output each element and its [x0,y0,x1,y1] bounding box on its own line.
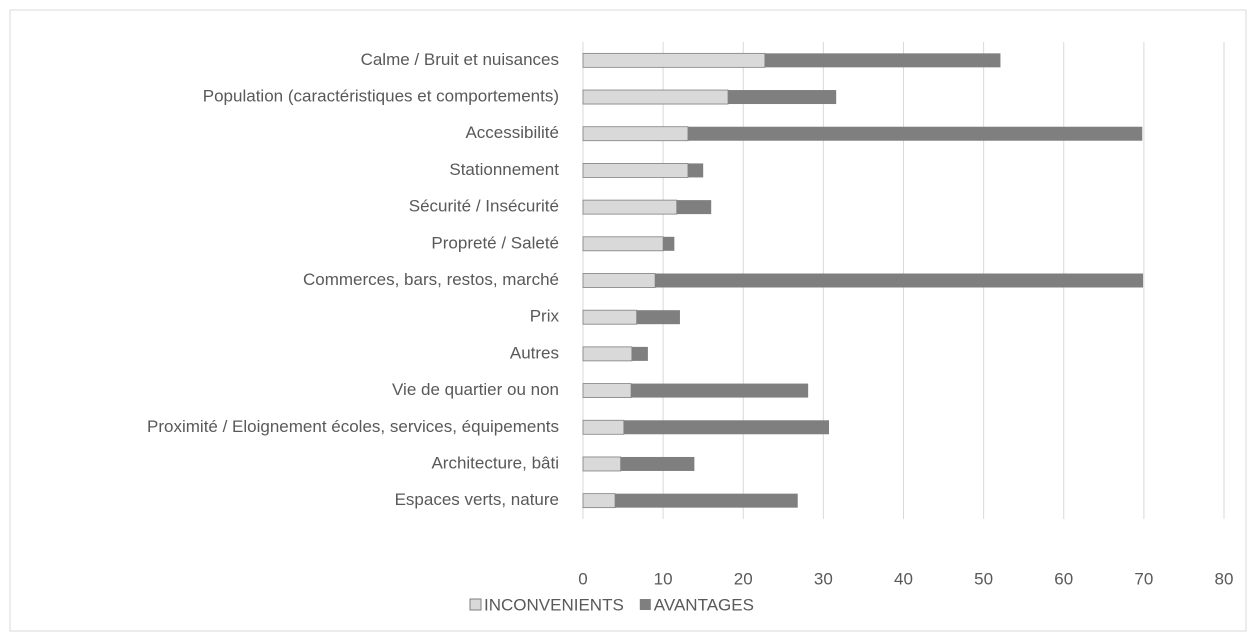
legend-label: INCONVENIENTS [484,595,624,614]
x-tick-label: 0 [578,569,587,588]
x-tick-label: 50 [974,569,993,588]
bar [582,52,766,68]
bar [582,236,664,252]
y-tick-label: Proximité / Eloignement écoles, services… [147,417,559,436]
bar [687,126,1143,141]
bar [728,90,837,105]
bar [620,456,695,471]
bar [582,199,678,215]
x-tick-label: 60 [1054,569,1073,588]
bar [582,163,689,178]
y-tick-label: Sécurité / Insécurité [409,197,559,216]
x-tick-label: 30 [814,569,833,588]
x-tick-label: 40 [894,569,913,588]
bar [582,126,689,142]
x-tick-label: 80 [1215,569,1234,588]
legend-label: AVANTAGES [654,595,754,614]
bar [663,236,675,251]
y-tick-label: Propreté / Saleté [431,233,559,252]
y-tick-label: Prix [530,307,560,326]
bar [615,493,798,508]
x-tick-label: 10 [654,569,673,588]
y-tick-label: Population (caractéristiques et comporte… [203,87,559,106]
bar [582,419,625,435]
bar [623,420,829,435]
bar [676,200,712,215]
bar [582,309,638,325]
y-tick-label: Espaces verts, nature [395,490,559,509]
bar [582,346,633,362]
bar [582,273,656,288]
bar [582,383,632,398]
legend-swatch [639,599,651,610]
y-tick-label: Architecture, bâti [431,453,559,472]
y-tick-label: Calme / Bruit et nuisances [361,50,559,69]
bar [631,383,809,398]
x-tick-label: 70 [1134,569,1153,588]
x-tick-label: 20 [734,569,753,588]
y-tick-label: Autres [510,343,559,362]
bar [582,89,729,105]
bar [636,310,680,325]
bar [655,273,1144,288]
bar [631,346,648,361]
y-tick-label: Commerces, bars, restos, marché [303,270,559,289]
y-tick-label: Stationnement [449,160,559,179]
bar [582,493,616,509]
bar [582,456,622,472]
legend-swatch [469,598,482,611]
bar [764,53,1001,68]
y-tick-label: Vie de quartier ou non [392,380,559,399]
y-tick-label: Accessibilité [465,123,559,142]
bar [687,163,704,178]
